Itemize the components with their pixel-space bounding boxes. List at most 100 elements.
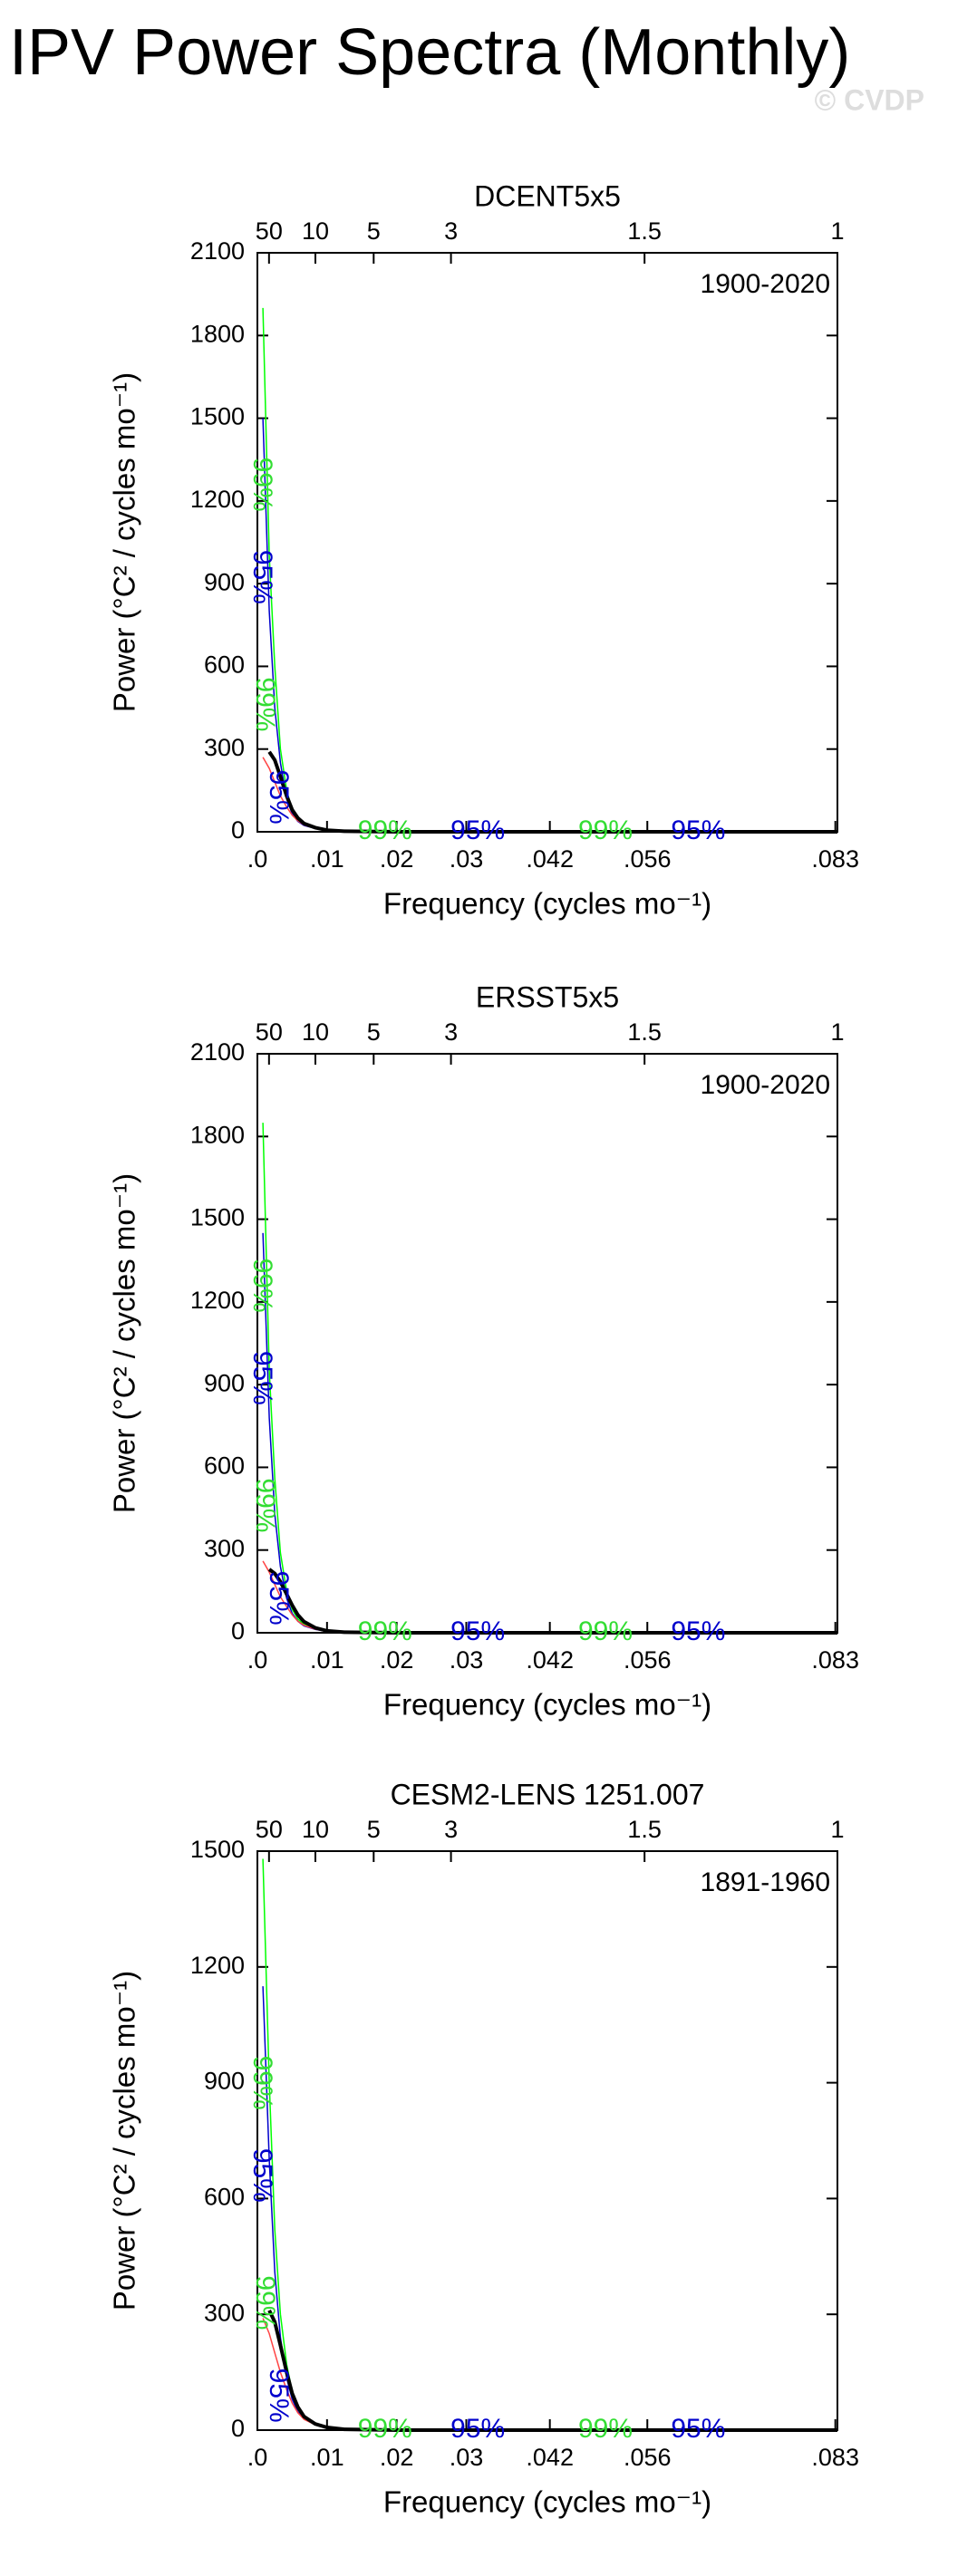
spectrum-line <box>267 1568 837 1635</box>
y-tick-label: 300 <box>204 734 245 761</box>
significance-label: 95% <box>671 815 725 845</box>
x-tick-label: .02 <box>380 1646 414 1674</box>
x-axis-label: Frequency (cycles mo⁻¹) <box>383 1688 711 1722</box>
x-tick-label: .01 <box>310 2444 344 2471</box>
x2-tick-label: 50 <box>256 1018 283 1046</box>
x2-tick-label: 3 <box>444 1816 458 1843</box>
x-axis-label: Frequency (cycles mo⁻¹) <box>383 2485 711 2519</box>
y-tick-label: 300 <box>204 2299 245 2326</box>
y-axis-label: Power (°C² / cycles mo⁻¹) <box>108 1173 141 1513</box>
y-tick-label: 900 <box>204 1369 245 1396</box>
y-tick-label: 300 <box>204 1535 245 1562</box>
chart-title: DCENT5x5 <box>474 179 621 212</box>
significance-label: 95% <box>264 2369 294 2423</box>
significance-label: 99% <box>358 815 412 845</box>
y-tick-label: 1500 <box>190 1204 245 1231</box>
significance-label: 99% <box>578 2414 633 2444</box>
x2-tick-label: 5 <box>367 217 381 245</box>
x2-tick-label: 1.5 <box>627 1018 662 1046</box>
x-tick-label: .0 <box>247 2444 268 2471</box>
figure-title: IPV Power Spectra (Monthly) <box>9 16 850 89</box>
significance-label: 95% <box>264 1571 294 1626</box>
y-tick-label: 600 <box>204 651 245 679</box>
significance-label: 95% <box>247 550 277 604</box>
x-tick-label: .02 <box>380 2444 414 2471</box>
x2-tick-label: 50 <box>256 1816 283 1843</box>
x2-tick-label: 5 <box>367 1018 381 1046</box>
significance-label: 99% <box>250 2275 280 2330</box>
spectrum-line <box>262 1123 837 1634</box>
significance-label: 99% <box>358 2414 412 2444</box>
spectrum-line <box>262 2318 837 2431</box>
x-tick-label: .083 <box>811 845 859 873</box>
significance-label: 99% <box>578 815 633 845</box>
y-tick-label: 900 <box>204 2068 245 2095</box>
x-tick-label: .03 <box>450 1646 484 1674</box>
x-tick-label: .0 <box>247 1646 268 1674</box>
chart-title: CESM2-LENS 1251.007 <box>391 1778 705 1810</box>
x-tick-label: .083 <box>811 1646 859 1674</box>
y-tick-label: 1200 <box>190 1287 245 1314</box>
y-tick-label: 0 <box>231 1617 245 1645</box>
x-tick-label: .042 <box>526 1646 574 1674</box>
x-tick-label: .02 <box>380 845 414 873</box>
spectrum-line <box>262 1232 837 1634</box>
x2-tick-label: 1.5 <box>627 1816 662 1843</box>
spectrum-line <box>262 757 837 833</box>
y-tick-label: 600 <box>204 2184 245 2211</box>
y-tick-label: 1500 <box>190 1836 245 1863</box>
x-tick-label: .042 <box>526 845 574 873</box>
x-tick-label: .03 <box>450 2444 484 2471</box>
x2-tick-label: 3 <box>444 217 458 245</box>
significance-label: 95% <box>450 815 505 845</box>
significance-label: 99% <box>358 1616 412 1646</box>
spectrum-line <box>262 307 837 833</box>
period-label: 1900-2020 <box>701 1070 830 1100</box>
spectrum-line <box>267 750 837 834</box>
significance-label: 95% <box>671 2414 725 2444</box>
x-tick-label: .056 <box>624 1646 672 1674</box>
x-tick-label: .01 <box>310 845 344 873</box>
x-tick-label: .056 <box>624 845 672 873</box>
y-axis-label: Power (°C² / cycles mo⁻¹) <box>108 372 141 712</box>
spectrum-line <box>262 418 837 833</box>
x-tick-label: .01 <box>310 1646 344 1674</box>
y-tick-label: 900 <box>204 568 245 595</box>
y-tick-label: 1800 <box>190 320 245 347</box>
significance-label: 95% <box>450 1616 505 1646</box>
x-tick-label: .042 <box>526 2444 574 2471</box>
x-tick-label: .0 <box>247 845 268 873</box>
x2-tick-label: 1 <box>830 1816 844 1843</box>
chart-title: ERSST5x5 <box>476 980 619 1013</box>
y-tick-label: 1800 <box>190 1121 245 1148</box>
significance-label: 95% <box>247 1351 277 1405</box>
x2-tick-label: 1 <box>830 217 844 245</box>
significance-label: 95% <box>671 1616 725 1646</box>
x2-tick-label: 3 <box>444 1018 458 1046</box>
watermark: © CVDP <box>815 83 924 116</box>
x2-tick-label: 10 <box>302 217 329 245</box>
y-tick-label: 0 <box>231 816 245 844</box>
significance-label: 99% <box>247 1259 277 1313</box>
significance-label: 95% <box>450 2414 505 2444</box>
significance-label: 99% <box>250 1478 280 1532</box>
spectrum-line <box>262 1858 837 2431</box>
plot-frame <box>256 1850 838 2431</box>
significance-label: 95% <box>264 770 294 825</box>
period-label: 1891-1960 <box>701 1867 830 1897</box>
spectrum-line <box>262 1986 837 2431</box>
plot-frame <box>256 1053 838 1634</box>
y-tick-label: 2100 <box>190 237 245 265</box>
y-tick-label: 1500 <box>190 403 245 430</box>
y-axis-label: Power (°C² / cycles mo⁻¹) <box>108 1971 141 2311</box>
significance-label: 95% <box>247 2148 277 2203</box>
y-tick-label: 0 <box>231 2415 245 2442</box>
x-tick-label: .03 <box>450 845 484 873</box>
x2-tick-label: 10 <box>302 1018 329 1046</box>
x2-tick-label: 50 <box>256 217 283 245</box>
spectrum-line <box>267 2310 837 2432</box>
x-tick-label: .083 <box>811 2444 859 2471</box>
significance-label: 99% <box>250 677 280 731</box>
